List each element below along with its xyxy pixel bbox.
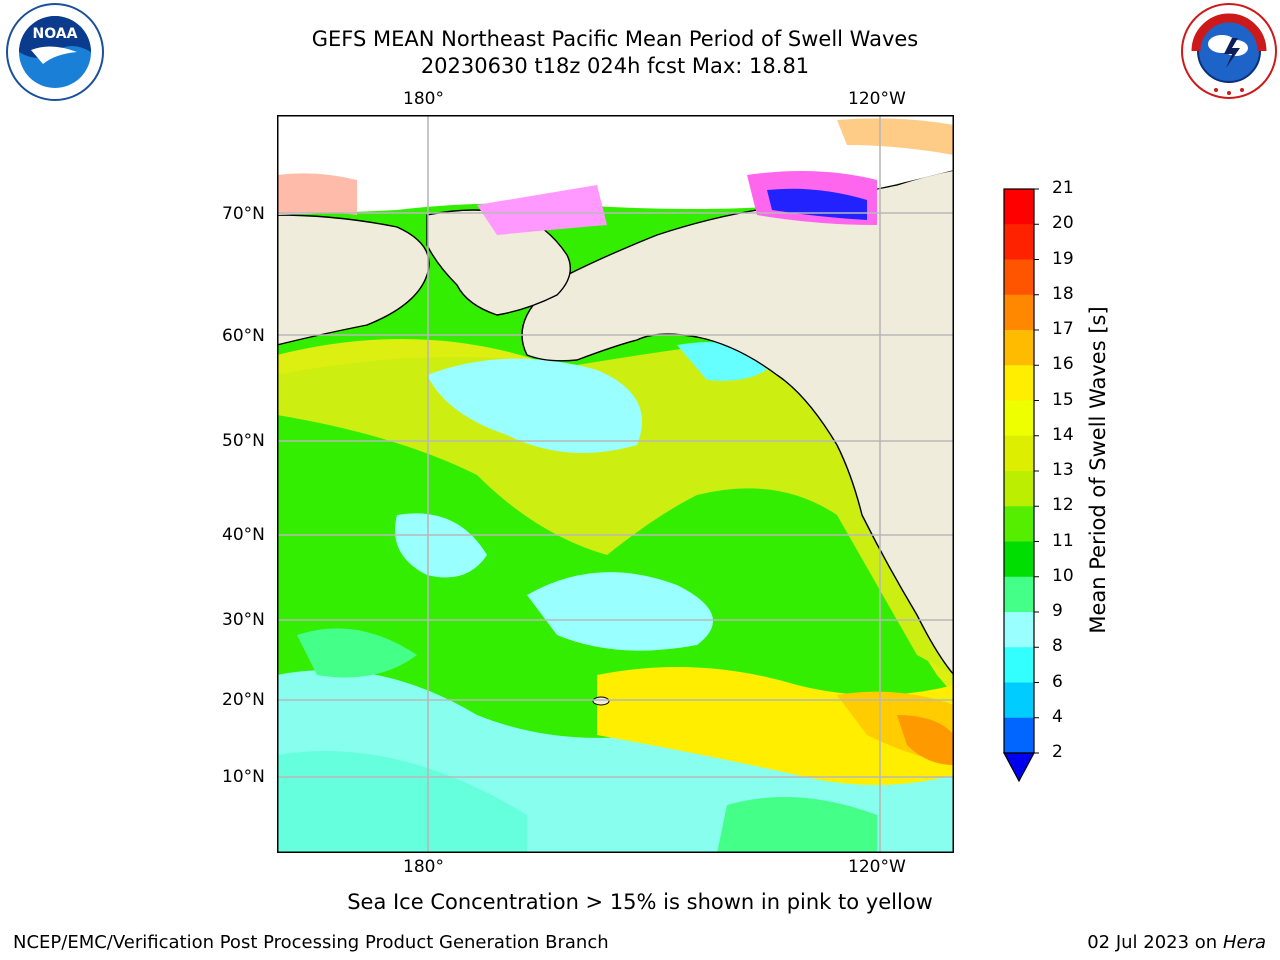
colorbar-segment	[1004, 400, 1034, 437]
colorbar-tick-label: 18	[1052, 283, 1074, 304]
footer-left: NCEP/EMC/Verification Post Processing Pr…	[13, 932, 609, 953]
lat-label-70n: 70°N	[222, 204, 265, 224]
chart-title-line2: 20230630 t18z 024h fcst Max: 18.81	[420, 54, 810, 78]
colorbar-tick-label: 17	[1052, 319, 1074, 339]
lat-label-40n: 40°N	[222, 525, 265, 545]
lat-label-10n: 10°N	[222, 767, 265, 787]
colorbar-tick-label: 15	[1052, 389, 1074, 410]
map-panel	[277, 115, 954, 853]
colorbar-tick-label: 8	[1052, 636, 1063, 657]
colorbar-segment	[1004, 435, 1034, 472]
colorbar-segment	[1004, 612, 1034, 648]
lat-label-30n: 30°N	[222, 610, 265, 630]
colorbar-segment	[1004, 365, 1034, 401]
colorbar-tick-label: 13	[1052, 460, 1074, 480]
colorbar-segment	[1004, 541, 1034, 578]
colorbar-tick-label: 21	[1052, 178, 1074, 198]
colorbar-tick-label: 19	[1052, 248, 1074, 269]
colorbar-tick-label: 9	[1052, 601, 1063, 621]
colorbar	[997, 183, 1047, 787]
colorbar-tick-label: 10	[1052, 565, 1074, 586]
noaa-logo: NOAA	[5, 2, 105, 102]
colorbar-tick-label: 4	[1052, 706, 1063, 727]
colorbar-tick-label: 12	[1052, 495, 1074, 516]
lon-label-top-180: 180°	[403, 89, 444, 109]
colorbar-segment	[1004, 189, 1034, 225]
lon-label-top-120w: 120°W	[848, 89, 906, 109]
colorbar-segment	[1004, 471, 1034, 507]
colorbar-tick-label: 11	[1052, 530, 1074, 551]
footer-right: 02 Jul 2023 on Hera	[1087, 932, 1266, 953]
colorbar-tick-label: 20	[1052, 213, 1074, 234]
footer-machine: Hera	[1222, 932, 1266, 953]
lat-label-50n: 50°N	[222, 431, 265, 451]
colorbar-label: Mean Period of Swell Waves [s]	[1086, 306, 1110, 634]
colorbar-segment	[1004, 294, 1034, 331]
colorbar-tick-labels: 2 4 6 8 9 10 11 12 13 14 15 16 17 18 19 20 21	[1052, 0, 1092, 960]
colorbar-tick-label: 6	[1052, 671, 1063, 692]
lat-label-60n: 60°N	[222, 326, 265, 346]
lon-label-bottom-180: 180°	[403, 857, 444, 877]
chart-title-line1: GEFS MEAN Northeast Pacific Mean Period …	[311, 27, 919, 51]
colorbar-segment	[1004, 576, 1034, 613]
lon-label-bottom-120w: 120°W	[848, 857, 906, 877]
colorbar-segment	[1004, 224, 1034, 260]
sea-ice-note: Sea Ice Concentration > 15% is shown in …	[347, 890, 933, 914]
colorbar-segment	[1004, 330, 1034, 366]
colorbar-tick-label: 2	[1052, 742, 1063, 762]
colorbar-tick-label: 16	[1052, 354, 1074, 375]
colorbar-tick-label: 14	[1052, 424, 1074, 445]
colorbar-segment	[1004, 717, 1034, 754]
nws-logo	[1180, 2, 1278, 100]
colorbar-segment	[1004, 259, 1034, 296]
svg-text:NOAA: NOAA	[33, 26, 78, 42]
colorbar-under-triangle	[1002, 752, 1036, 783]
colorbar-segment	[1004, 506, 1034, 542]
footer-date: 02 Jul 2023 on	[1087, 932, 1223, 953]
lat-label-20n: 20°N	[222, 690, 265, 710]
swell-period-map	[277, 115, 954, 853]
colorbar-segment	[1004, 682, 1034, 719]
colorbar-segment	[1004, 647, 1034, 683]
